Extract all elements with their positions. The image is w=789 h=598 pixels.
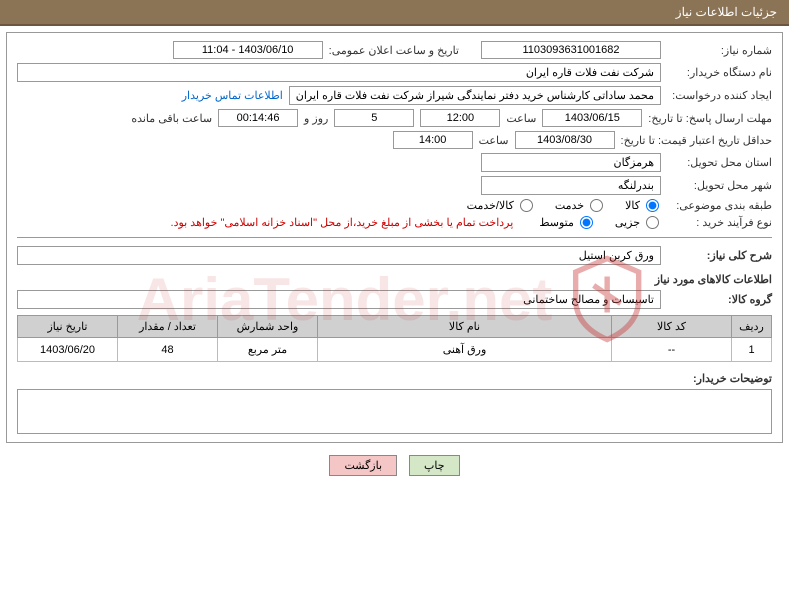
category-radio-group: کالا خدمت کالا/خدمت xyxy=(467,199,661,212)
province-label: استان محل تحویل: xyxy=(667,156,772,169)
buyer-org-field: شرکت نفت فلات قاره ایران xyxy=(17,63,661,82)
button-row: چاپ بازگشت xyxy=(0,455,789,476)
divider-1 xyxy=(17,237,772,238)
row-goods-group: گروه کالا: تاسیسات و مصالح ساختمانی xyxy=(17,290,772,309)
radio-goods[interactable] xyxy=(646,199,659,212)
col-date: تاریخ نیاز xyxy=(18,316,118,338)
back-button[interactable]: بازگشت xyxy=(329,455,397,476)
print-button[interactable]: چاپ xyxy=(409,455,460,476)
summary-label: شرح کلی نیاز: xyxy=(667,249,772,262)
col-qty: تعداد / مقدار xyxy=(118,316,218,338)
process-radio-group: جزیی متوسط xyxy=(539,216,661,229)
reply-date-field: 1403/06/15 xyxy=(542,109,642,127)
announce-datetime-field: 1403/06/10 - 11:04 xyxy=(173,41,323,59)
cell-qty: 48 xyxy=(118,338,218,362)
city-field: بندرلنگه xyxy=(481,176,661,195)
col-name: نام کالا xyxy=(318,316,612,338)
remaining-label: ساعت باقی مانده xyxy=(131,112,212,125)
main-panel: شماره نیاز: 1103093631001682 تاریخ و ساع… xyxy=(6,32,783,443)
radio-goods-service[interactable] xyxy=(520,199,533,212)
cell-row: 1 xyxy=(732,338,772,362)
row-requester: ایجاد کننده درخواست: محمد ساداتی کارشناس… xyxy=(17,86,772,105)
table-header-row: ردیف کد کالا نام کالا واحد شمارش تعداد /… xyxy=(18,316,772,338)
requester-field: محمد ساداتی کارشناس خرید دفتر نمایندگی ش… xyxy=(289,86,661,105)
goods-info-heading: اطلاعات کالاهای مورد نیاز xyxy=(17,273,772,286)
row-process: نوع فرآیند خرید : جزیی متوسط پرداخت تمام… xyxy=(17,216,772,229)
time-label-1: ساعت xyxy=(506,112,536,125)
radio-partial[interactable] xyxy=(646,216,659,229)
cell-code: -- xyxy=(612,338,732,362)
radio-partial-label: جزیی xyxy=(615,216,640,229)
row-province: استان محل تحویل: هرمزگان xyxy=(17,153,772,172)
radio-goods-service-label: کالا/خدمت xyxy=(467,199,514,212)
cell-name: ورق آهنی xyxy=(318,338,612,362)
radio-service-label: خدمت xyxy=(555,199,584,212)
time-label-2: ساعت xyxy=(479,134,509,147)
summary-field: ورق کربن استیل xyxy=(17,246,661,265)
goods-group-label: گروه کالا: xyxy=(667,293,772,306)
reply-time-field: 12:00 xyxy=(420,109,500,127)
province-field: هرمزگان xyxy=(481,153,661,172)
days-field: 5 xyxy=(334,109,414,127)
row-city: شهر محل تحویل: بندرلنگه xyxy=(17,176,772,195)
contact-link[interactable]: اطلاعات تماس خریدار xyxy=(182,89,283,102)
category-label: طبقه بندی موضوعی: xyxy=(667,199,772,212)
row-need-number: شماره نیاز: 1103093631001682 تاریخ و ساع… xyxy=(17,41,772,59)
buyer-notes-box xyxy=(17,389,772,434)
row-buyer-org: نام دستگاه خریدار: شرکت نفت فلات قاره ای… xyxy=(17,63,772,82)
days-label: روز و xyxy=(304,112,328,125)
need-number-field: 1103093631001682 xyxy=(481,41,661,59)
validity-label: حداقل تاریخ اعتبار قیمت: تا تاریخ: xyxy=(621,134,772,147)
radio-service[interactable] xyxy=(590,199,603,212)
requester-label: ایجاد کننده درخواست: xyxy=(667,89,772,102)
cell-date: 1403/06/20 xyxy=(18,338,118,362)
validity-time-field: 14:00 xyxy=(393,131,473,149)
row-validity: حداقل تاریخ اعتبار قیمت: تا تاریخ: 1403/… xyxy=(17,131,772,149)
page-header: جزئیات اطلاعات نیاز xyxy=(0,0,789,26)
goods-group-field: تاسیسات و مصالح ساختمانی xyxy=(17,290,661,309)
radio-goods-label: کالا xyxy=(625,199,640,212)
page-title: جزئیات اطلاعات نیاز xyxy=(676,5,777,19)
goods-table: ردیف کد کالا نام کالا واحد شمارش تعداد /… xyxy=(17,315,772,362)
buyer-org-label: نام دستگاه خریدار: xyxy=(667,66,772,79)
announce-datetime-label: تاریخ و ساعت اعلان عمومی: xyxy=(329,44,459,57)
city-label: شهر محل تحویل: xyxy=(667,179,772,192)
row-reply-deadline: مهلت ارسال پاسخ: تا تاریخ: 1403/06/15 سا… xyxy=(17,109,772,127)
col-row: ردیف xyxy=(732,316,772,338)
process-label: نوع فرآیند خرید : xyxy=(667,216,772,229)
col-code: کد کالا xyxy=(612,316,732,338)
remaining-time-field: 00:14:46 xyxy=(218,109,298,127)
validity-date-field: 1403/08/30 xyxy=(515,131,615,149)
row-category: طبقه بندی موضوعی: کالا خدمت کالا/خدمت xyxy=(17,199,772,212)
reply-deadline-label: مهلت ارسال پاسخ: تا تاریخ: xyxy=(648,112,772,125)
table-row: 1 -- ورق آهنی متر مربع 48 1403/06/20 xyxy=(18,338,772,362)
col-unit: واحد شمارش xyxy=(218,316,318,338)
row-summary: شرح کلی نیاز: ورق کربن استیل xyxy=(17,246,772,265)
need-number-label: شماره نیاز: xyxy=(667,44,772,57)
cell-unit: متر مربع xyxy=(218,338,318,362)
buyer-notes-label: توضیحات خریدار: xyxy=(17,372,772,385)
radio-medium[interactable] xyxy=(580,216,593,229)
treasury-note: پرداخت تمام یا بخشی از مبلغ خرید،از محل … xyxy=(171,216,514,229)
radio-medium-label: متوسط xyxy=(539,216,574,229)
